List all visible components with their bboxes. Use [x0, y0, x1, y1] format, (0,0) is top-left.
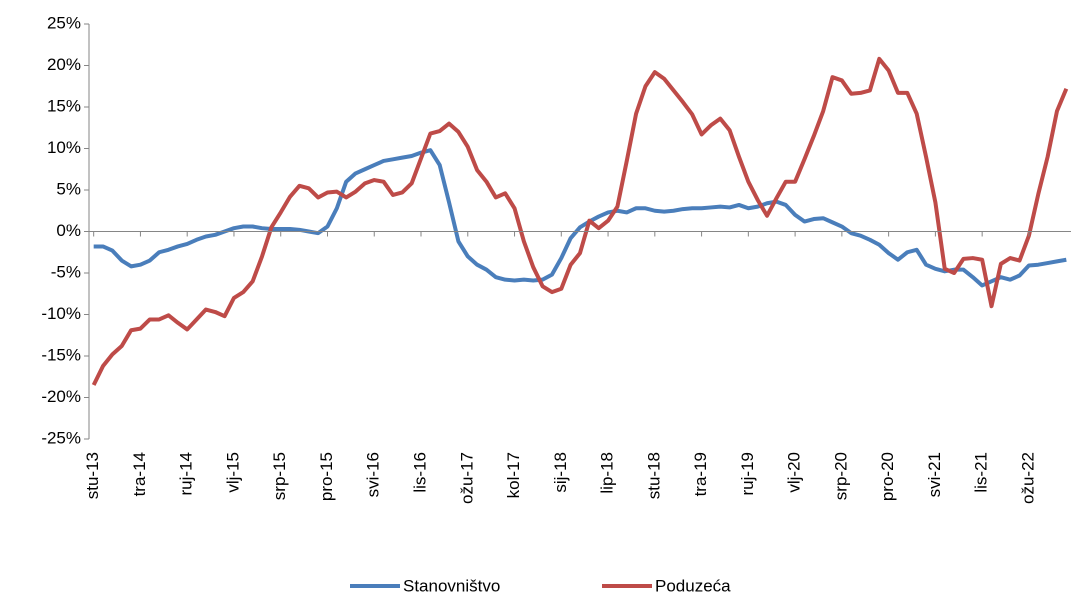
x-tick-label: sij-18 — [551, 452, 570, 493]
legend-label: Stanovništvo — [403, 576, 500, 595]
y-tick-label: -15% — [41, 345, 81, 364]
y-tick-label: -5% — [51, 262, 81, 281]
x-tick-label: svi-21 — [925, 452, 944, 497]
y-tick-label: 25% — [47, 13, 81, 32]
x-tick-label: tra-19 — [691, 452, 710, 496]
x-tick-label: tra-14 — [130, 452, 149, 496]
y-tick-label: 5% — [56, 179, 81, 198]
legend-label: Poduzeća — [655, 576, 731, 595]
x-tick-label: ožu-22 — [1018, 452, 1037, 504]
x-tick-label: stu-13 — [83, 452, 102, 499]
x-tick-label: srp-15 — [270, 452, 289, 500]
y-tick-label: -25% — [41, 428, 81, 447]
plot-area — [91, 56, 1069, 386]
x-tick-label: vlj-20 — [785, 452, 804, 493]
y-tick-label: 20% — [47, 55, 81, 74]
x-tick-label: ruj-14 — [177, 452, 196, 495]
x-tick-label: pro-15 — [317, 452, 336, 501]
series-line — [93, 148, 1067, 288]
y-tick-label: 10% — [47, 138, 81, 157]
series-line — [91, 56, 1069, 386]
x-tick-label: kol-17 — [504, 452, 523, 498]
x-tick-label: lis-21 — [972, 452, 991, 493]
x-tick-label: stu-18 — [644, 452, 663, 499]
y-tick-label: 0% — [56, 221, 81, 240]
x-tick-label: ožu-17 — [457, 452, 476, 504]
x-tick-label: lip-18 — [598, 452, 617, 494]
y-tick-label: -20% — [41, 387, 81, 406]
x-tick-label: srp-20 — [831, 452, 850, 500]
x-tick-label: pro-20 — [878, 452, 897, 501]
x-tick-label: ruj-19 — [738, 452, 757, 495]
y-tick-label: -10% — [41, 304, 81, 323]
x-tick-label: svi-16 — [364, 452, 383, 497]
x-tick-label: lis-16 — [410, 452, 429, 493]
y-tick-label: 15% — [47, 96, 81, 115]
x-tick-label: vlj-15 — [223, 452, 242, 493]
